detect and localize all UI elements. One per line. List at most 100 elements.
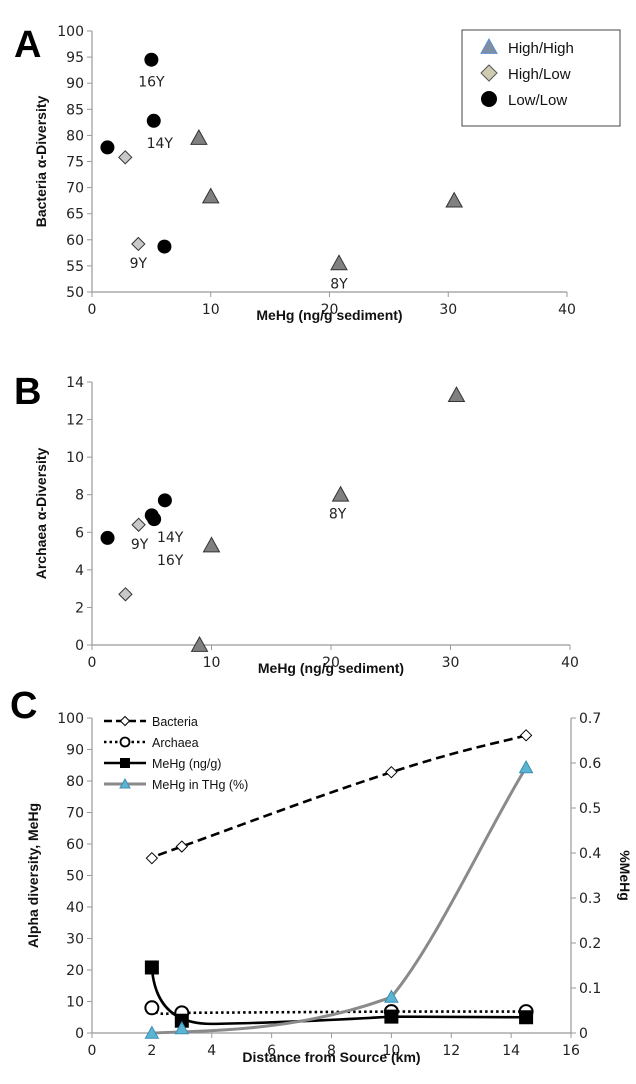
marker-high-high [190, 128, 208, 145]
y-tick-label: 50 [66, 285, 84, 301]
point-label: 8Y [330, 276, 348, 292]
panel-b: B 0 2 4 6 8 10 12 14 0 10 20 30 40 MeHg (ng/g sediment… [14, 371, 579, 676]
marker-high-low [131, 517, 146, 532]
marker-high-high [202, 536, 221, 553]
panel-c: C010203040506070809010000.10.20.30.40.50… [10, 685, 633, 1065]
legend-label: Archaea [152, 736, 199, 750]
y-tick-label: 80 [66, 128, 84, 144]
marker-high-high [447, 386, 466, 403]
point-label: 16Y [138, 75, 165, 91]
y2-tick-label: 0.6 [579, 756, 601, 772]
x-axis-title: MeHg (ng/g sediment) [256, 307, 402, 323]
legend-label: MeHg in THg (%) [152, 778, 248, 792]
x-tick-label: 20 [321, 302, 339, 318]
thg-point [518, 759, 534, 774]
y2-axis-title: %MeHg [617, 850, 633, 901]
marker-low-low [100, 530, 115, 545]
y-tick-label: 85 [66, 102, 84, 118]
y-tick-label: 10 [66, 450, 84, 466]
marker-high-high [445, 191, 464, 208]
y-tick-label: 90 [66, 743, 84, 759]
legend-marker [480, 37, 498, 54]
x-tick-label: 0 [88, 1043, 97, 1059]
x-tick-label: 0 [88, 302, 97, 318]
y-tick-label: 60 [66, 233, 84, 249]
legend-marker [120, 758, 130, 768]
x-tick-label: 2 [147, 1043, 156, 1059]
bacteria-point [519, 729, 533, 742]
series-line-mehg-in-thg- [151, 766, 528, 1035]
series-line-mehg-ng-g- [150, 967, 527, 1026]
series-point [384, 1009, 399, 1024]
y-tick-label: 80 [66, 774, 84, 790]
legend: High/High High/Low Low/Low [461, 29, 621, 127]
legend-label: Bacteria [152, 715, 198, 729]
y-tick-label: 12 [66, 413, 84, 429]
y-tick-label: 10 [66, 995, 84, 1011]
y-tick-label: 65 [66, 207, 84, 223]
marker-high-low [118, 150, 133, 165]
y-tick-label: 95 [66, 50, 84, 66]
y-tick-label: 100 [57, 24, 84, 40]
x-tick-label: 30 [439, 302, 457, 318]
legend-label: Low/Low [508, 92, 567, 109]
x-tick-label: 16 [562, 1043, 580, 1059]
legend-marker [119, 777, 131, 789]
legend-marker [119, 736, 131, 748]
legend-marker [481, 91, 497, 107]
y-tick-label: 2 [75, 600, 84, 616]
y-tick-label: 0 [75, 638, 84, 654]
y2-tick-label: 0.2 [579, 936, 601, 952]
point-label: 9Y [130, 256, 148, 272]
legend-label: High/Low [508, 66, 571, 83]
y-tick-label: 70 [66, 806, 84, 822]
y-tick-label: 50 [66, 869, 84, 885]
x-tick-label: 0 [88, 655, 97, 671]
y-tick-label: 14 [66, 375, 84, 391]
marker-low-low [157, 493, 172, 508]
y-axis-title: Bacteria α-Diversity [33, 96, 49, 228]
y-tick-label: 75 [66, 155, 84, 171]
marker-low-low [100, 140, 115, 155]
point-label: 14Y [147, 136, 174, 152]
marker-high-high [331, 485, 350, 502]
bacteria-point [385, 765, 398, 779]
y-tick-label: 70 [66, 181, 84, 197]
y-tick-label: 4 [75, 563, 84, 579]
y2-tick-label: 0.3 [579, 891, 601, 907]
series-point [144, 1000, 160, 1016]
y2-tick-label: 0.5 [579, 801, 601, 817]
y2-tick-label: 0 [579, 1026, 588, 1042]
legend-marker [480, 64, 498, 82]
marker-low-low [146, 113, 161, 128]
series-point [519, 1010, 534, 1025]
x-axis-title: MeHg (ng/g sediment) [258, 660, 404, 676]
panel-letter-a: A [14, 24, 41, 66]
y-tick-label: 20 [66, 963, 84, 979]
y2-tick-label: 0.4 [579, 846, 601, 862]
y-tick-label: 0 [75, 1026, 84, 1042]
y-tick-label: 40 [66, 900, 84, 916]
point-label: 16Y [157, 553, 184, 569]
thg-point [144, 1025, 160, 1039]
thg-point [384, 989, 399, 1003]
bacteria-point [145, 851, 159, 865]
legend-c: Bacteria Archaea MeHg (ng/g) MeHg in THg (%… [104, 715, 248, 792]
marker-high-high [201, 187, 220, 204]
y2-tick-label: 0.7 [579, 711, 601, 727]
x-tick-label: 12 [442, 1043, 460, 1059]
panel-a: A 50 55 60 65 70 75 80 85 90 95 100 0 10 20 30 40 MeHg (n… [14, 24, 621, 323]
series-line-bacteria [148, 734, 527, 860]
x-tick-label: 10 [203, 655, 221, 671]
legend-label: High/High [508, 40, 574, 57]
series-point [144, 960, 159, 975]
thg-point [174, 1020, 190, 1035]
x-tick-label: 8 [327, 1043, 336, 1059]
x-tick-label: 40 [561, 655, 579, 671]
point-label: 8Y [329, 507, 347, 523]
legend-label: MeHg (ng/g) [152, 757, 221, 771]
bacteria-point [175, 840, 189, 853]
x-tick-label: 10 [202, 302, 220, 318]
legend-marker [119, 715, 131, 727]
